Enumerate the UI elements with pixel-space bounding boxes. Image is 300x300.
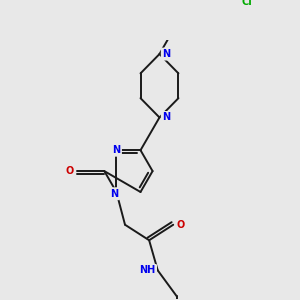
Text: O: O (66, 166, 74, 176)
Text: Cl: Cl (242, 0, 252, 8)
Text: N: N (162, 49, 170, 59)
Text: N: N (162, 112, 170, 122)
Text: N: N (111, 189, 119, 199)
Text: O: O (176, 220, 184, 230)
Text: N: N (112, 145, 121, 155)
Text: NH: NH (139, 266, 155, 275)
